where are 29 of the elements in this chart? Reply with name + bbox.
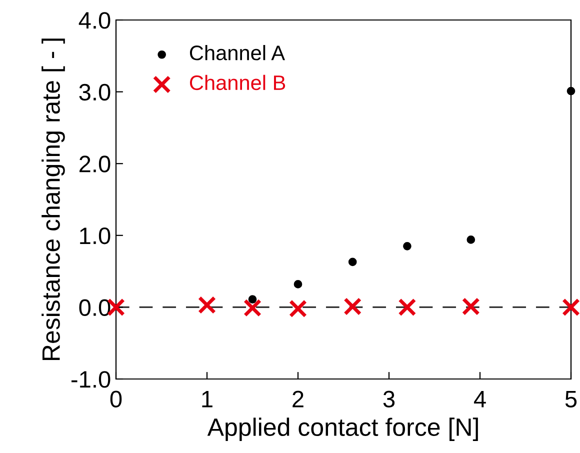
point — [344, 297, 362, 316]
x-tick-label: 5 — [565, 390, 577, 408]
point — [466, 236, 476, 244]
point — [566, 86, 576, 96]
y-tick-label: 4.0 — [78, 12, 110, 29]
y-tick-label: -1.0 — [72, 371, 110, 388]
point — [294, 280, 302, 288]
x-tick-label: 0 — [110, 390, 122, 408]
point — [288, 300, 308, 318]
point — [403, 242, 412, 250]
point — [462, 297, 480, 316]
legend-label: Channel B — [190, 74, 286, 90]
point — [248, 295, 257, 304]
x-axis-title: Applied contact force [N] — [207, 418, 478, 441]
x-tick-label: 2 — [292, 390, 304, 408]
x-tick-label: 4 — [474, 390, 486, 408]
point — [198, 296, 216, 314]
legend-label: Channel A — [190, 45, 286, 60]
y-tick-label: 3.0 — [79, 84, 110, 101]
point — [348, 258, 357, 266]
y-tick-label: 0.0 — [79, 299, 110, 316]
x-tick-label: 3 — [383, 390, 395, 408]
point — [398, 298, 416, 316]
y-tick-label: 1.0 — [80, 227, 110, 244]
y-tick-label: 2.0 — [80, 156, 110, 172]
x-tick-label: 1 — [202, 390, 212, 408]
y-axis-title: Resistance changing rate [ - ] — [42, 38, 65, 360]
point — [562, 298, 580, 316]
point — [243, 298, 262, 317]
